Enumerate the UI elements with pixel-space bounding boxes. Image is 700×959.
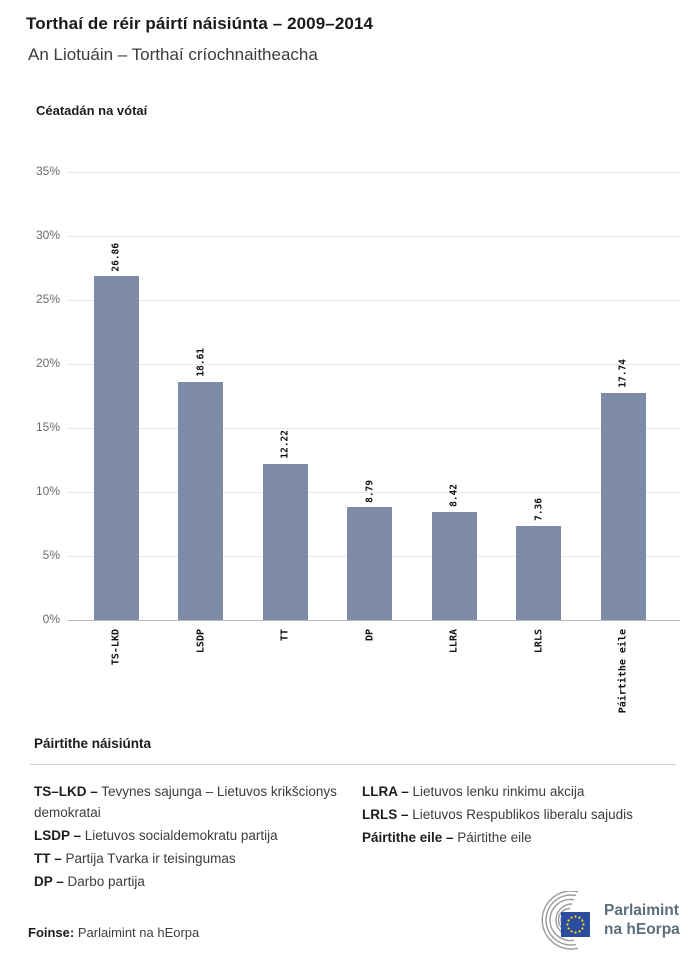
bar-value-label: 17.74 [617, 359, 629, 388]
legend-entry-abbr: TS–LKD – [34, 784, 98, 799]
y-tick-label: 10% [35, 484, 60, 498]
bar-value-label: 26.86 [110, 242, 122, 272]
x-tick-label: LSDP [195, 629, 207, 654]
legend-column-2: LLRA – Lietuvos lenku rinkimu akcija LRLS… [362, 781, 633, 894]
gridline-25 [68, 299, 680, 301]
bar-LLRA [431, 512, 477, 620]
legend-entry: LSDP – Lietuvos socialdemokratu partija [34, 825, 346, 846]
y-tick-label: 15% [35, 420, 60, 434]
legend-entry: TT – Partija Tvarka ir teisingumas [34, 848, 346, 869]
gridline-35 [68, 171, 680, 173]
legend-heading: Páirtithe náisiúnta [34, 736, 152, 751]
page-title: Torthaí de réir páirtí náisiúnta – 2009–… [26, 14, 374, 33]
chart-axis-title: Céatadán na vótaí [36, 103, 148, 118]
legend-columns: TS–LKD – Tevynes sajunga – Lietuvos krik… [30, 781, 676, 894]
bar-value-label: 12.22 [279, 429, 291, 459]
x-tick-label: TS-LKD [110, 629, 122, 666]
legend-entry-abbr: DP – [34, 874, 64, 889]
source-line: Foinse: Parlaimint na hEorpa [28, 925, 199, 940]
bar-value-label: 18.61 [195, 348, 207, 377]
gridline-15 [68, 427, 680, 429]
gridline-20 [68, 363, 680, 365]
bar-LRLS [516, 525, 562, 620]
y-tick-label: 20% [35, 356, 60, 370]
y-tick-label: 30% [35, 228, 60, 242]
legend-entry-name: Lietuvos socialdemokratu partija [81, 828, 278, 843]
legend-entry-name: Darbo partija [63, 874, 145, 889]
legend-entry-abbr: LSDP – [34, 828, 82, 843]
bar-value-label: 8.42 [448, 484, 460, 508]
gridline-0 [68, 619, 680, 621]
y-tick-label: 5% [42, 548, 60, 562]
page-subtitle: An Liotuáin – Torthaí críochnaitheacha [28, 45, 318, 64]
logo-text: Parlaimint na hEorpa [604, 901, 680, 939]
y-tick-label: 25% [35, 292, 60, 306]
legend-entry: TS–LKD – Tevynes sajunga – Lietuvos krik… [34, 781, 346, 823]
bar-TT [262, 463, 308, 620]
legend-entry-name: Lietuvos Respublikos liberalu sajudis [408, 807, 633, 822]
bar-DP [347, 507, 393, 620]
gridline-30 [68, 235, 680, 237]
legend-entry: DP – Darbo partija [34, 871, 346, 892]
european-parliament-logo: Parlaimint na hEorpa [527, 891, 687, 953]
legend-entry-name: Tevynes sajunga – Lietuvos krikšcionys d… [34, 784, 337, 820]
logo-text-line2: na hEorpa [604, 921, 680, 938]
legend-entry-abbr: Páirtithe eile – [362, 830, 454, 845]
legend-divider [30, 764, 676, 765]
legend-entry: LLRA – Lietuvos lenku rinkimu akcija [362, 781, 633, 802]
legend-entry: LRLS – Lietuvos Respublikos liberalu saj… [362, 804, 633, 825]
legend-entry-name: Páirtithe eile [453, 830, 532, 845]
bar-value-label: 8.79 [364, 479, 376, 503]
party-legend: Páirtithe náisiúnta TS–LKD – Tevynes saj… [30, 736, 676, 894]
bar-value-label: 7.36 [533, 497, 545, 521]
x-tick-label: LRLS [533, 629, 545, 654]
legend-entry-name: Lietuvos lenku rinkimu akcija [408, 784, 585, 799]
x-tick-label: LLRA [448, 629, 460, 654]
legend-entry: Páirtithe eile – Páirtithe eile [362, 827, 633, 848]
y-tick-label: 0% [42, 612, 60, 626]
logo-text-line1: Parlaimint [604, 902, 679, 919]
bar-TS-LKD [93, 276, 139, 620]
eu-flag-icon [561, 912, 590, 937]
x-tick-label: Páirtithe eile [617, 629, 629, 714]
bar-Páirtithe eile [600, 392, 646, 620]
y-tick-label: 35% [35, 164, 60, 178]
legend-entry-abbr: LLRA – [362, 784, 409, 799]
x-tick-label: TT [279, 629, 291, 642]
source-label: Foinse: [28, 925, 75, 940]
legend-column-1: TS–LKD – Tevynes sajunga – Lietuvos krik… [34, 781, 346, 894]
x-tick-label: DP [364, 629, 376, 642]
ep-hemicycle-logo [541, 891, 590, 950]
legend-entry-abbr: LRLS – [362, 807, 409, 822]
source-value: Parlaimint na hEorpa [77, 925, 200, 940]
bar-LSDP [178, 381, 224, 620]
legend-entry-name: Partija Tvarka ir teisingumas [61, 851, 236, 866]
gridline-10 [68, 491, 680, 493]
legend-entry-abbr: TT – [34, 851, 62, 866]
